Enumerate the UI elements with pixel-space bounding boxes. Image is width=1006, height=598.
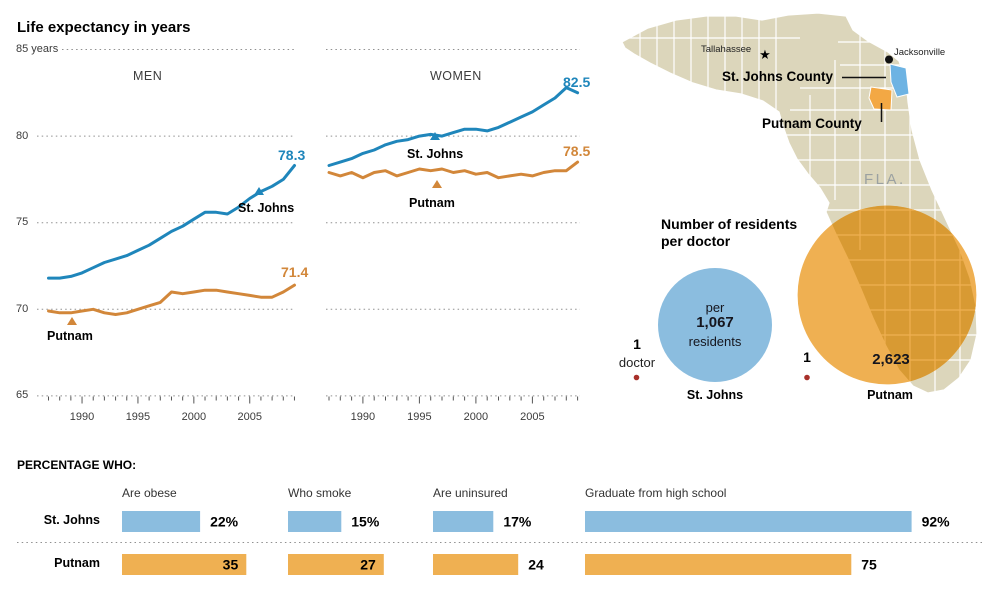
line-charts-canvas: 1990 1995 2000 2005 1990 1995 2000 2005 [37, 49, 580, 423]
residents-heading-line2: per doctor [661, 233, 731, 249]
year-label-2000: 2000 [182, 411, 206, 423]
bar-value-st-johns-3: 92% [922, 514, 951, 530]
men-axis-ticks: 1990 1995 2000 2005 [48, 396, 295, 423]
bar-st-johns-0 [122, 511, 201, 532]
putnam-county-shape [868, 86, 893, 111]
col-header-smoke: Who smoke [288, 486, 352, 500]
year-label-2000: 2000 [464, 411, 488, 423]
line-men-st-johns [47, 164, 296, 280]
marker-triangle-men-st-johns [254, 187, 264, 195]
florida-map-dark-overlay [797, 205, 977, 385]
jacksonville-dot-icon [885, 55, 893, 64]
florida-map-canvas: ★ [621, 12, 978, 394]
col-header-uninsured: Are uninsured [433, 486, 508, 500]
y-axis-label-85: 85 years [16, 43, 59, 55]
doctor-unit-count: 1 [633, 336, 641, 352]
jacksonville-label: Jacksonville [894, 47, 946, 58]
st-johns-county-callout: St. Johns County [722, 69, 833, 84]
line-men-putnam [47, 283, 296, 316]
marker-triangle-women-putnam [432, 180, 442, 188]
bar-value-st-johns-0: 22% [210, 514, 239, 530]
st-johns-bubble-text-value: 1,067 [696, 314, 734, 331]
doctor-unit-word: doctor [618, 355, 656, 370]
women-st-johns-label: St. Johns [407, 147, 464, 161]
men-putnam-label: Putnam [47, 329, 93, 343]
percentage-section-title: PERCENTAGE WHO: [17, 458, 137, 472]
men-st-johns-end-value: 78.3 [278, 147, 306, 163]
bar-value-putnam-2: 24 [528, 557, 544, 573]
st-johns-bubble-text-residents: residents [688, 334, 742, 349]
bar-putnam-3 [585, 554, 852, 575]
marker-triangle-men-putnam [67, 317, 77, 325]
year-label-1990: 1990 [351, 411, 375, 423]
row-label-putnam: Putnam [54, 556, 100, 570]
map-inside-bubble [797, 205, 977, 385]
bar-putnam-2 [433, 554, 519, 575]
bar-value-putnam-3: 75 [861, 557, 877, 573]
bar-putnam-1 [288, 554, 384, 575]
year-label-1990: 1990 [70, 411, 94, 423]
tallahassee-star-icon: ★ [759, 47, 771, 62]
col-header-obese: Are obese [122, 486, 177, 500]
putnam-bubble-value: 2,623 [872, 351, 910, 368]
year-label-1995: 1995 [407, 411, 431, 423]
st-johns-bubble [658, 268, 772, 382]
bar-value-st-johns-1: 15% [351, 514, 380, 530]
y-axis-label-75: 75 [16, 216, 29, 228]
women-st-johns-end-value: 82.5 [563, 74, 591, 90]
men-st-johns-label: St. Johns [238, 201, 295, 215]
marker-triangle-women-st-johns [430, 132, 440, 140]
bar-value-putnam-1: 27 [360, 557, 376, 573]
row-label-st-johns: St. Johns [43, 513, 100, 527]
florida-outline [797, 205, 977, 385]
year-label-2005: 2005 [520, 411, 544, 423]
bubble-label-putnam: Putnam [867, 388, 913, 402]
st-johns-doctor-dot-icon [633, 374, 640, 381]
putnam-county-callout: Putnam County [762, 116, 862, 131]
y-axis-label-80: 80 [16, 130, 29, 142]
tallahassee-label: Tallahassee [701, 44, 752, 55]
line-women-st-johns [327, 86, 580, 167]
chart-title: Life expectancy in years [17, 19, 191, 36]
bar-value-st-johns-2: 17% [503, 514, 532, 530]
bar-putnam-0 [122, 554, 247, 575]
bar-st-johns-3 [585, 511, 912, 532]
y-axis-label-65: 65 [16, 389, 29, 401]
percentage-bars-canvas: 22% 35 15% 27 17% 24 92% 75 [17, 511, 985, 575]
putnam-doctor-dot-icon [804, 374, 810, 381]
bar-value-putnam-0: 35 [223, 557, 239, 573]
residents-heading-line1: Number of residents [661, 216, 798, 232]
state-abbr-label: FLA. [864, 171, 906, 188]
women-putnam-label: Putnam [409, 196, 455, 210]
year-label-1995: 1995 [126, 411, 150, 423]
county-grid [815, 205, 977, 385]
line-women-putnam [327, 160, 580, 180]
women-group-label: WOMEN [430, 69, 482, 83]
men-group-label: MEN [133, 69, 163, 83]
st-johns-county-shape [889, 63, 910, 98]
gridlines [37, 49, 580, 397]
st-johns-bubble-text-per: per [705, 300, 725, 315]
men-putnam-end-value: 71.4 [281, 264, 309, 280]
year-label-2005: 2005 [237, 411, 261, 423]
women-putnam-end-value: 78.5 [563, 143, 591, 159]
y-axis-label-70: 70 [16, 303, 29, 315]
bar-st-johns-2 [433, 511, 494, 532]
bubble-label-st-johns: St. Johns [686, 388, 744, 402]
putnam-unit-count: 1 [803, 349, 811, 365]
women-axis-ticks: 1990 1995 2000 2005 [328, 396, 579, 423]
bar-st-johns-1 [288, 511, 342, 532]
col-header-graduate: Graduate from high school [585, 486, 727, 500]
